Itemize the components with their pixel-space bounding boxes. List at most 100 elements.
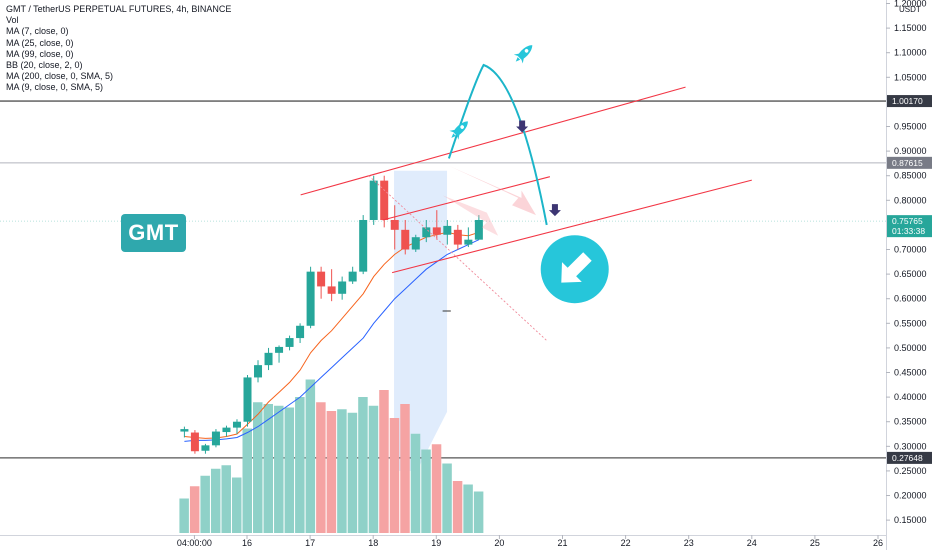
- y-tick-label: 0.55000: [894, 318, 927, 328]
- down-arrow-icon: [548, 204, 561, 217]
- pink-arrow: [448, 165, 536, 216]
- y-tick-label: 0.50000: [894, 343, 927, 353]
- candle-body: [317, 271, 326, 287]
- candle-body: [285, 338, 294, 347]
- candle-body: [264, 352, 273, 366]
- candle-body: [443, 225, 452, 235]
- rocket-icon: [449, 121, 468, 140]
- volume-bar: [421, 449, 431, 533]
- x-tick-label: 18: [368, 538, 378, 548]
- y-tick-label: 0.40000: [894, 392, 927, 402]
- legend-line-vol[interactable]: Vol: [6, 15, 19, 26]
- down-right-arrow-shape: [561, 252, 592, 283]
- rocket-flame: [515, 57, 521, 62]
- legend-line-ma9[interactable]: MA (9, close, 0, SMA, 5): [6, 82, 104, 93]
- candle-body: [411, 237, 420, 250]
- volume-bar: [452, 481, 463, 533]
- volume-bar: [337, 409, 347, 533]
- price-level-tag-label: 0.27648: [892, 453, 923, 463]
- volume-bar: [305, 379, 316, 533]
- annotations: [300, 45, 752, 341]
- trend-line: [391, 179, 752, 274]
- y-tick-label: 1.20000: [894, 0, 927, 9]
- volume-bar: [400, 404, 410, 533]
- rocket-flame: [451, 133, 456, 138]
- candle-body: [211, 431, 220, 446]
- candle-body: [180, 429, 189, 432]
- candle-body: [201, 445, 210, 451]
- candle-body: [296, 325, 305, 339]
- chart-legend: GMT / TetherUS PERPETUAL FUTURES, 4h, BI…: [6, 4, 231, 94]
- axis-unit-label: USDT: [899, 5, 921, 14]
- x-tick-label: 04:00:00: [177, 538, 212, 548]
- rocket-window: [524, 48, 529, 53]
- volume-bar: [326, 411, 337, 533]
- rocket-body: [517, 45, 533, 60]
- volume-bar: [189, 486, 200, 533]
- y-tick-label: 0.90000: [894, 146, 927, 156]
- volume-bar: [368, 405, 379, 533]
- trend-line: [300, 86, 686, 196]
- volume-bar: [221, 465, 231, 533]
- y-tick-label: 0.20000: [894, 491, 927, 501]
- price-level-tag: [887, 95, 932, 108]
- y-tick-label: 1.10000: [894, 48, 927, 58]
- x-tick-label: 24: [747, 538, 757, 548]
- y-tick-label: 0.30000: [894, 441, 927, 451]
- current-price-tag-label: 0.75765: [892, 216, 923, 226]
- current-price-tag-countdown: 01:33:38: [892, 226, 925, 236]
- volume-bar: [316, 402, 326, 533]
- pink-arrow: [442, 195, 499, 236]
- volume-bar: [347, 412, 358, 533]
- arrow-glyph: [561, 252, 592, 283]
- rocket-body: [453, 121, 468, 136]
- volume-bars: [179, 379, 484, 533]
- projection-dotted-line: [368, 175, 548, 341]
- legend-line-ma200[interactable]: MA (200, close, 0, SMA, 5): [6, 71, 114, 82]
- candle-body: [369, 180, 378, 220]
- trend-line: [382, 176, 551, 221]
- candle-body: [306, 271, 315, 326]
- volume-bar: [274, 405, 284, 533]
- volume-bar: [358, 397, 368, 533]
- candle-body: [327, 286, 336, 294]
- x-tick-label: 20: [494, 538, 504, 548]
- candle-body: [474, 219, 483, 240]
- price-level-tag: [887, 451, 932, 464]
- legend-line-ma25[interactable]: MA (25, close, 0): [6, 37, 74, 48]
- y-tick-label: 0.80000: [894, 195, 927, 205]
- candle-body: [243, 377, 252, 422]
- x-tick-label: 22: [621, 538, 631, 548]
- volume-bar: [231, 477, 242, 533]
- y-tick-label: 0.70000: [894, 245, 927, 255]
- legend-line-ma99[interactable]: MA (99, close, 0): [6, 48, 74, 59]
- x-tick-label: 17: [305, 538, 315, 548]
- legend-line-bb[interactable]: BB (20, close, 2, 0): [6, 60, 83, 71]
- x-tick-label: 26: [873, 538, 883, 548]
- candle-body: [254, 365, 263, 378]
- x-tick-label: 21: [557, 538, 567, 548]
- legend-line-ma7[interactable]: MA (7, close, 0): [6, 26, 69, 37]
- legend-title: GMT / TetherUS PERPETUAL FUTURES, 4h, BI…: [6, 4, 232, 14]
- current-price-tag: [887, 215, 932, 238]
- candle-body: [232, 421, 241, 428]
- x-tick-label: 23: [684, 538, 694, 548]
- y-tick-label: 0.85000: [894, 171, 927, 181]
- y-tick-label: 1.15000: [894, 23, 927, 33]
- gmt-logo-badge: GMT: [121, 214, 186, 252]
- volume-bar: [463, 484, 473, 533]
- candle-body: [190, 432, 199, 452]
- price-level-tag: [887, 156, 932, 169]
- volume-bar: [179, 498, 189, 533]
- time-axis[interactable]: 04:00:00 16 17 18 19 20 21 22 23 24 25 26: [0, 535, 886, 548]
- y-tick-label: 0.65000: [894, 269, 927, 279]
- candle-body: [453, 229, 462, 245]
- candle-body: [338, 281, 347, 294]
- rocket-icon: [513, 45, 533, 64]
- y-tick-label: 0.15000: [894, 515, 927, 525]
- volume-bar: [410, 433, 421, 533]
- price-axis[interactable]: 1.20000 1.15000 1.10000 1.05000 0.95000 0.900…: [886, 0, 932, 550]
- candle-body: [432, 227, 441, 235]
- volume-bar: [200, 475, 210, 533]
